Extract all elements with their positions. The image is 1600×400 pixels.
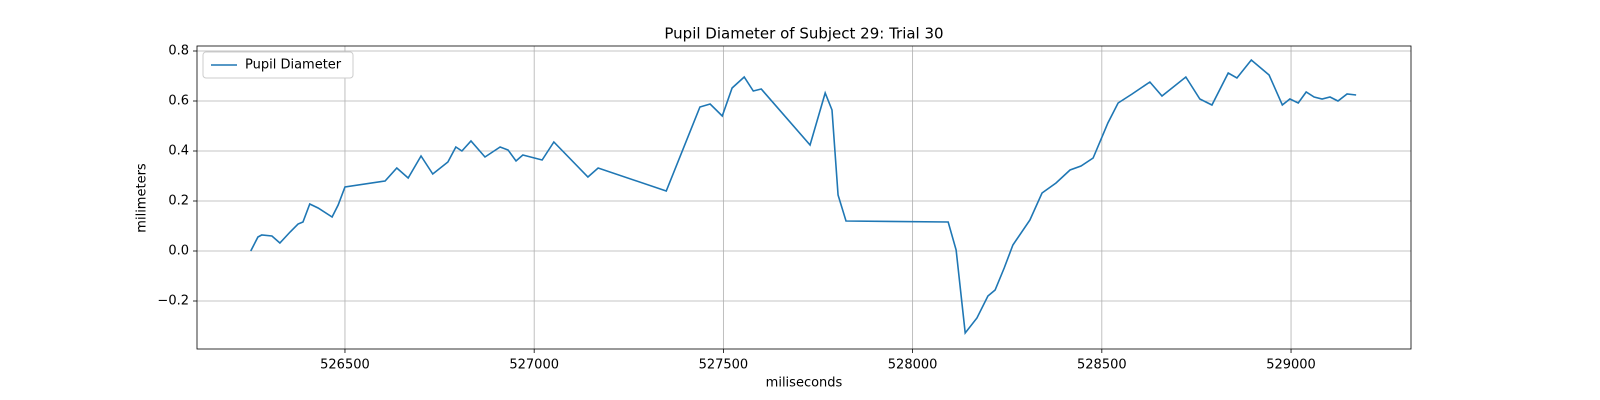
x-tick-label: 526500 bbox=[320, 358, 370, 373]
x-tick-label: 529000 bbox=[1266, 358, 1316, 373]
y-tick-label: 0.8 bbox=[168, 44, 189, 59]
y-tick-label: 0.6 bbox=[168, 94, 189, 109]
legend-label: Pupil Diameter bbox=[245, 58, 342, 73]
chart-title: Pupil Diameter of Subject 29: Trial 30 bbox=[664, 25, 943, 43]
y-tick-label: 0.4 bbox=[168, 144, 189, 159]
x-tick-label: 528500 bbox=[1077, 358, 1127, 373]
x-axis-label: miliseconds bbox=[766, 376, 843, 391]
y-tick-label: 0.0 bbox=[168, 244, 189, 259]
x-tick-label: 528000 bbox=[888, 358, 938, 373]
legend-box bbox=[202, 51, 354, 79]
y-axis-label: milimeters bbox=[135, 163, 150, 233]
x-tick-label: 527000 bbox=[509, 358, 559, 373]
y-tick-label: 0.2 bbox=[168, 194, 189, 209]
y-tick-label: −0.2 bbox=[157, 294, 189, 309]
x-tick-label: 527500 bbox=[699, 358, 749, 373]
data-line bbox=[250, 58, 1357, 336]
plot-frame bbox=[196, 45, 1412, 350]
